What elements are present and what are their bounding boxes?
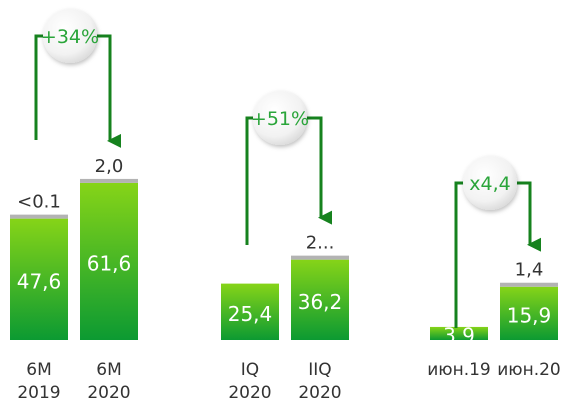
- change-badge-label: x4,4: [469, 173, 510, 195]
- change-badge: [253, 91, 307, 145]
- category-label: IQ: [241, 360, 259, 380]
- bar-cap: [500, 282, 558, 287]
- chart-group-3: 3,9 июн.19 15,9 1,4 июн.20 x4,4: [427, 156, 561, 380]
- cap-label: 2...: [306, 233, 335, 254]
- chart-group-2: 25,4 IQ 2020 36,2 2... IIQ 2020 +51%: [221, 91, 349, 403]
- bar: [291, 259, 349, 340]
- bar: [500, 286, 558, 340]
- change-badge-label: +51%: [251, 108, 309, 130]
- cap-label: <0.1: [17, 192, 61, 213]
- bar: [221, 283, 279, 340]
- bar-cap: [80, 178, 138, 183]
- data-label: 15,9: [507, 303, 552, 327]
- data-label: 61,6: [87, 251, 132, 275]
- category-label: 2019: [17, 383, 60, 403]
- category-label: IIQ: [308, 360, 331, 380]
- bar-cap: [291, 255, 349, 260]
- data-label: 36,2: [298, 290, 343, 314]
- category-label: 6M: [26, 360, 51, 380]
- change-badge: [43, 9, 97, 63]
- category-label: 2020: [228, 383, 271, 403]
- bar: [80, 182, 138, 340]
- bar-cap: [10, 214, 68, 219]
- change-badge: [463, 156, 517, 210]
- cap-label: 1,4: [515, 260, 544, 281]
- data-label: 3,9: [443, 323, 475, 347]
- change-badge-label: +34%: [41, 26, 99, 48]
- category-label: 2020: [298, 383, 341, 403]
- cap-label: 2,0: [95, 156, 124, 177]
- chart-group-1: 47,6 <0.1 6M 2019 61,6 2,0 6M 2020 +34%: [10, 9, 138, 403]
- bar: [10, 218, 68, 340]
- category-label: июн.19: [427, 360, 491, 380]
- category-label: 6M: [96, 360, 121, 380]
- data-label: 25,4: [228, 302, 273, 326]
- category-label: 2020: [87, 383, 130, 403]
- data-label: 47,6: [17, 269, 62, 293]
- bar: [430, 326, 488, 340]
- category-label: июн.20: [497, 360, 561, 380]
